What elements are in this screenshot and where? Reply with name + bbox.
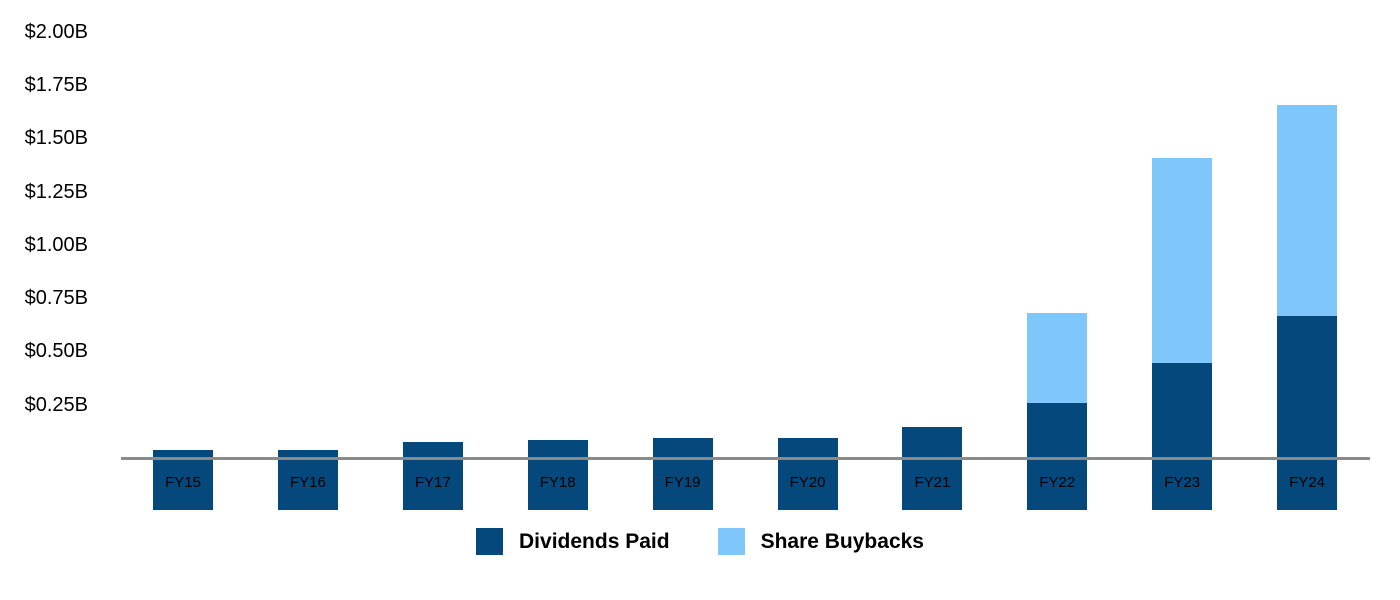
bar-segment-dividends-paid-fy21 (902, 427, 963, 510)
bar-group-fy21 (902, 427, 963, 510)
legend-label: Dividends Paid (519, 529, 670, 553)
y-tick-label: $2.00B (24, 20, 88, 43)
bar-group-fy18 (527, 440, 588, 510)
bar-group-fy22 (1027, 313, 1088, 510)
x-axis-line (121, 457, 1370, 460)
legend-color-swatch (476, 528, 504, 555)
plot-area: $0.25B $0.50B $0.75B $1.00B $1.25B $1.50B $1.7… (24, 20, 1370, 510)
legend-label: Share Buybacks (760, 529, 924, 553)
bar-segment-dividends-paid-fy20 (777, 438, 838, 510)
x-tick-label-fy17: FY17 (414, 474, 451, 491)
y-tick-label: $1.75B (24, 73, 88, 96)
y-tick-label: $1.25B (24, 180, 88, 203)
bar-group-fy19 (652, 438, 713, 510)
bar-segment-dividends-paid-fy22 (1027, 403, 1088, 510)
y-tick-label: $1.00B (24, 233, 88, 256)
bar-segment-dividends-paid-fy15 (153, 450, 213, 510)
legend: Dividends Paid Share Buybacks (0, 528, 1400, 555)
bar-group-fy20 (777, 438, 838, 510)
x-tick-label-fy20: FY20 (789, 474, 826, 491)
x-tick-label-fy23: FY23 (1164, 474, 1201, 491)
x-tick-label-fy18: FY18 (539, 474, 576, 491)
bar-segment-share-buybacks-fy24 (1277, 105, 1338, 316)
bar-group-fy16 (277, 450, 338, 510)
bar-group-fy17 (402, 442, 463, 510)
x-tick-label-fy21: FY21 (914, 474, 951, 491)
legend-item-dividends-paid: Dividends Paid (476, 528, 670, 555)
y-tick-label: $0.75B (24, 287, 88, 310)
x-tick-label-fy24: FY24 (1289, 474, 1326, 491)
bar-segment-dividends-paid-fy24 (1277, 316, 1338, 510)
legend-item-share-buybacks: Share Buybacks (717, 528, 924, 555)
x-tick-label-fy19: FY19 (664, 474, 701, 491)
bar-group-fy23 (1152, 158, 1213, 510)
bar-segment-dividends-paid-fy23 (1152, 363, 1213, 510)
bar-segment-share-buybacks-fy22 (1027, 313, 1088, 403)
y-tick-label: $1.50B (24, 127, 88, 150)
x-tick-label-fy16: FY16 (289, 474, 326, 491)
x-tick-label-fy15: FY15 (165, 474, 201, 491)
bar-segment-dividends-paid-fy19 (652, 438, 713, 510)
bar-segment-share-buybacks-fy23 (1152, 158, 1213, 363)
x-tick-label-fy22: FY22 (1039, 474, 1076, 491)
bar-group-fy24 (1277, 105, 1338, 510)
legend-color-swatch (717, 528, 745, 555)
y-tick-label: $0.25B (24, 393, 88, 416)
y-tick-label: $0.50B (24, 340, 88, 363)
bar-segment-dividends-paid-fy18 (527, 440, 588, 510)
bar-group-fy15 (153, 450, 213, 510)
bar-segment-dividends-paid-fy16 (277, 450, 338, 510)
bar-segment-dividends-paid-fy17 (402, 442, 463, 510)
